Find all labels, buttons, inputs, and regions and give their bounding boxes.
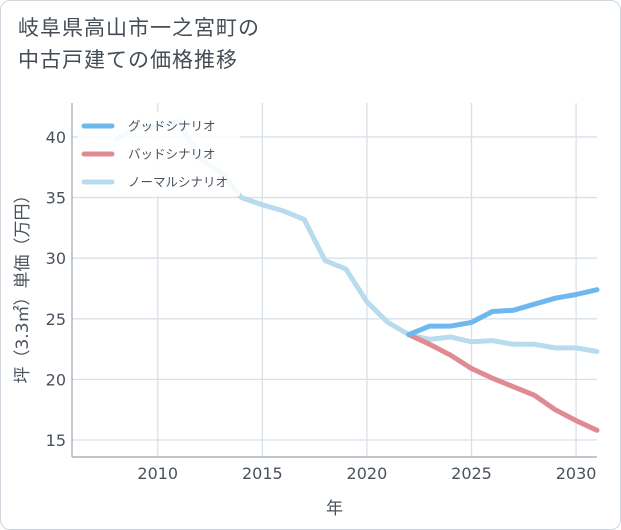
grid-lines (72, 103, 597, 457)
y-axis-label: 坪（3.3㎡）単価（万円） (13, 186, 33, 383)
y-tick-label: 40 (46, 128, 66, 147)
series-line-0 (406, 287, 600, 338)
y-tick-label: 20 (46, 370, 66, 389)
x-tick-label: 2030 (556, 464, 597, 483)
x-tick-label: 2020 (347, 464, 388, 483)
y-tick-label: 35 (46, 189, 66, 208)
y-tick-label: 30 (46, 249, 66, 268)
x-tick-label: 2015 (242, 464, 283, 483)
y-tick-label: 15 (46, 431, 66, 450)
x-tick-label: 2025 (451, 464, 492, 483)
axes (71, 103, 597, 458)
legend-label-0: グッドシナリオ (128, 119, 216, 134)
x-tick-label: 2010 (137, 464, 178, 483)
y-tick-label: 25 (46, 310, 66, 329)
x-axis-label: 年 (326, 499, 343, 519)
chart-title: 岐阜県高山市一之宮町の 中古戸建ての価格推移 (18, 16, 260, 72)
series-line-1 (406, 332, 600, 433)
legend-label-1: バッドシナリオ (128, 147, 216, 162)
legend-label-2: ノーマルシナリオ (128, 175, 228, 190)
